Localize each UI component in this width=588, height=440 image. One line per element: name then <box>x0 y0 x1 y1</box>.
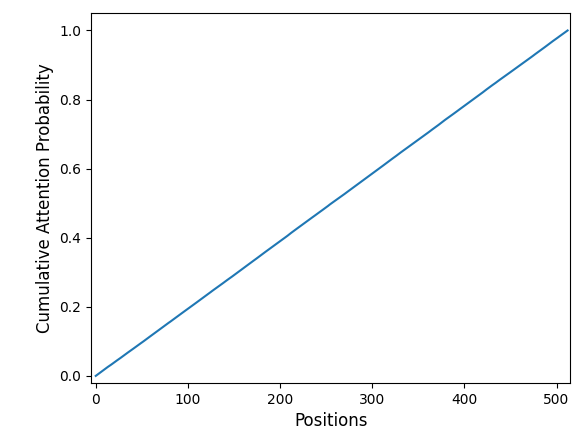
Y-axis label: Cumulative Attention Probability: Cumulative Attention Probability <box>36 63 54 333</box>
X-axis label: Positions: Positions <box>294 412 368 430</box>
